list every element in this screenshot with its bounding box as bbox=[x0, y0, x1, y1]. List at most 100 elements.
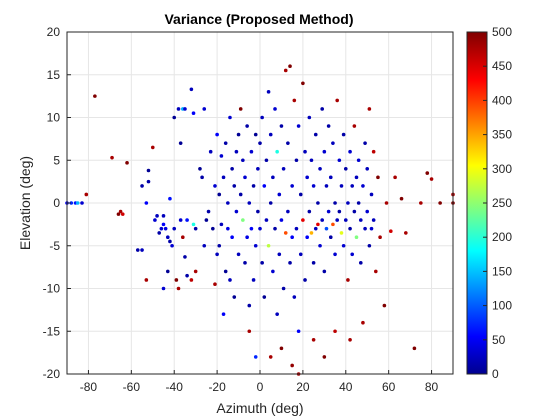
scatter-point bbox=[356, 158, 361, 163]
scatter-point bbox=[292, 98, 297, 103]
scatter-point bbox=[399, 196, 404, 201]
scatter-point bbox=[292, 295, 297, 299]
scatter-point bbox=[262, 295, 267, 299]
scatter-point bbox=[376, 175, 380, 180]
y-ticks: -20 -15 -10 -5 0 5 10 15 20 bbox=[43, 25, 71, 381]
scatter-point bbox=[350, 184, 355, 188]
y-tick-label: -20 bbox=[43, 367, 61, 381]
scatter-point bbox=[290, 235, 294, 239]
scatter-point bbox=[333, 252, 337, 257]
scatter-point bbox=[217, 243, 222, 248]
scatter-point bbox=[286, 141, 290, 145]
scatter-point bbox=[343, 218, 348, 222]
scatter-point bbox=[339, 231, 344, 235]
scatter-point bbox=[305, 175, 309, 180]
scatter-point bbox=[236, 252, 241, 257]
scatter-point bbox=[234, 209, 239, 214]
scatter-point bbox=[341, 132, 346, 137]
scatter-point bbox=[120, 212, 125, 216]
scatter-point bbox=[322, 355, 327, 359]
scatter-point bbox=[425, 171, 430, 175]
colorbar-ticks: 0 50 100 150 200 250 300 350 400 450 500 bbox=[483, 25, 512, 381]
scatter-point bbox=[247, 329, 252, 334]
scatter-point bbox=[75, 201, 80, 205]
x-tick-label: 0 bbox=[257, 380, 264, 394]
scatter-point bbox=[215, 252, 219, 257]
scatter-point bbox=[350, 252, 355, 257]
scatter-point bbox=[174, 278, 179, 282]
scatter-point bbox=[80, 201, 84, 205]
scatter-point bbox=[157, 231, 162, 235]
y-tick-label: -15 bbox=[43, 324, 61, 338]
scatter-point bbox=[172, 226, 177, 231]
scatter-point bbox=[230, 235, 234, 239]
scatter-point bbox=[378, 235, 382, 239]
scatter-point bbox=[356, 201, 361, 205]
scatter-point bbox=[326, 124, 331, 128]
scatter-point bbox=[191, 222, 196, 227]
scatter-points bbox=[65, 64, 455, 376]
x-tick-label: -40 bbox=[166, 380, 184, 394]
scatter-point bbox=[290, 363, 294, 368]
scatter-point bbox=[303, 278, 307, 282]
colorbar-tick-label: 200 bbox=[492, 230, 512, 244]
scatter-point bbox=[275, 149, 279, 154]
scatter-point bbox=[178, 141, 183, 145]
scatter-point bbox=[273, 226, 277, 231]
scatter-point bbox=[219, 222, 224, 227]
x-tick-label: 40 bbox=[339, 380, 353, 394]
scatter-point bbox=[316, 201, 320, 205]
colorbar-tick-label: 150 bbox=[492, 264, 512, 278]
scatter-point bbox=[189, 87, 194, 92]
scatter-point bbox=[211, 226, 215, 231]
colorbar-tick-label: 350 bbox=[492, 128, 512, 142]
scatter-point bbox=[172, 115, 177, 120]
y-tick-label: -10 bbox=[43, 282, 61, 296]
scatter-point bbox=[208, 149, 213, 154]
scatter-point bbox=[298, 252, 303, 257]
scatter-point bbox=[262, 184, 267, 188]
scatter-point bbox=[369, 192, 374, 197]
scatter-point bbox=[389, 229, 393, 234]
scatter-point bbox=[331, 222, 335, 227]
scatter-point bbox=[316, 222, 320, 227]
scatter-point bbox=[328, 175, 333, 180]
scatter-point bbox=[348, 338, 352, 342]
scatter-point bbox=[296, 124, 301, 128]
scatter-point bbox=[367, 243, 372, 248]
scatter-point bbox=[258, 141, 262, 145]
colorbar-tick-label: 450 bbox=[492, 59, 512, 73]
scatter-point bbox=[313, 132, 318, 137]
scatter-point bbox=[320, 218, 324, 222]
scatter-point bbox=[354, 235, 359, 239]
scatter-point bbox=[247, 201, 252, 205]
scatter-point bbox=[223, 141, 228, 145]
scatter-point bbox=[288, 261, 292, 265]
scatter-point bbox=[221, 312, 226, 316]
colorbar-tick-label: 100 bbox=[492, 299, 512, 313]
scatter-point bbox=[243, 261, 247, 265]
y-axis-label: Elevation (deg) bbox=[17, 156, 33, 250]
scatter-point bbox=[256, 167, 260, 171]
x-tick-label: -20 bbox=[208, 380, 226, 394]
scatter-point bbox=[181, 235, 185, 239]
colorbar-tick-label: 50 bbox=[492, 333, 506, 347]
scatter-point bbox=[253, 132, 258, 137]
scatter-point bbox=[266, 90, 271, 94]
scatter-point bbox=[161, 214, 166, 218]
scatter-point bbox=[303, 149, 307, 154]
scatter-point bbox=[331, 141, 335, 145]
scatter-point bbox=[118, 209, 123, 214]
scatter-point bbox=[382, 303, 387, 308]
colorbar-tick-label: 0 bbox=[492, 367, 499, 381]
scatter-point bbox=[183, 255, 187, 259]
scatter-point bbox=[238, 107, 243, 111]
scatter-point bbox=[228, 278, 232, 282]
scatter-point bbox=[363, 141, 367, 145]
scatter-point bbox=[243, 175, 247, 180]
scatter-point bbox=[135, 248, 140, 252]
scatter-point bbox=[251, 278, 256, 282]
y-tick-label: 15 bbox=[47, 68, 61, 82]
scatter-point bbox=[84, 192, 89, 197]
